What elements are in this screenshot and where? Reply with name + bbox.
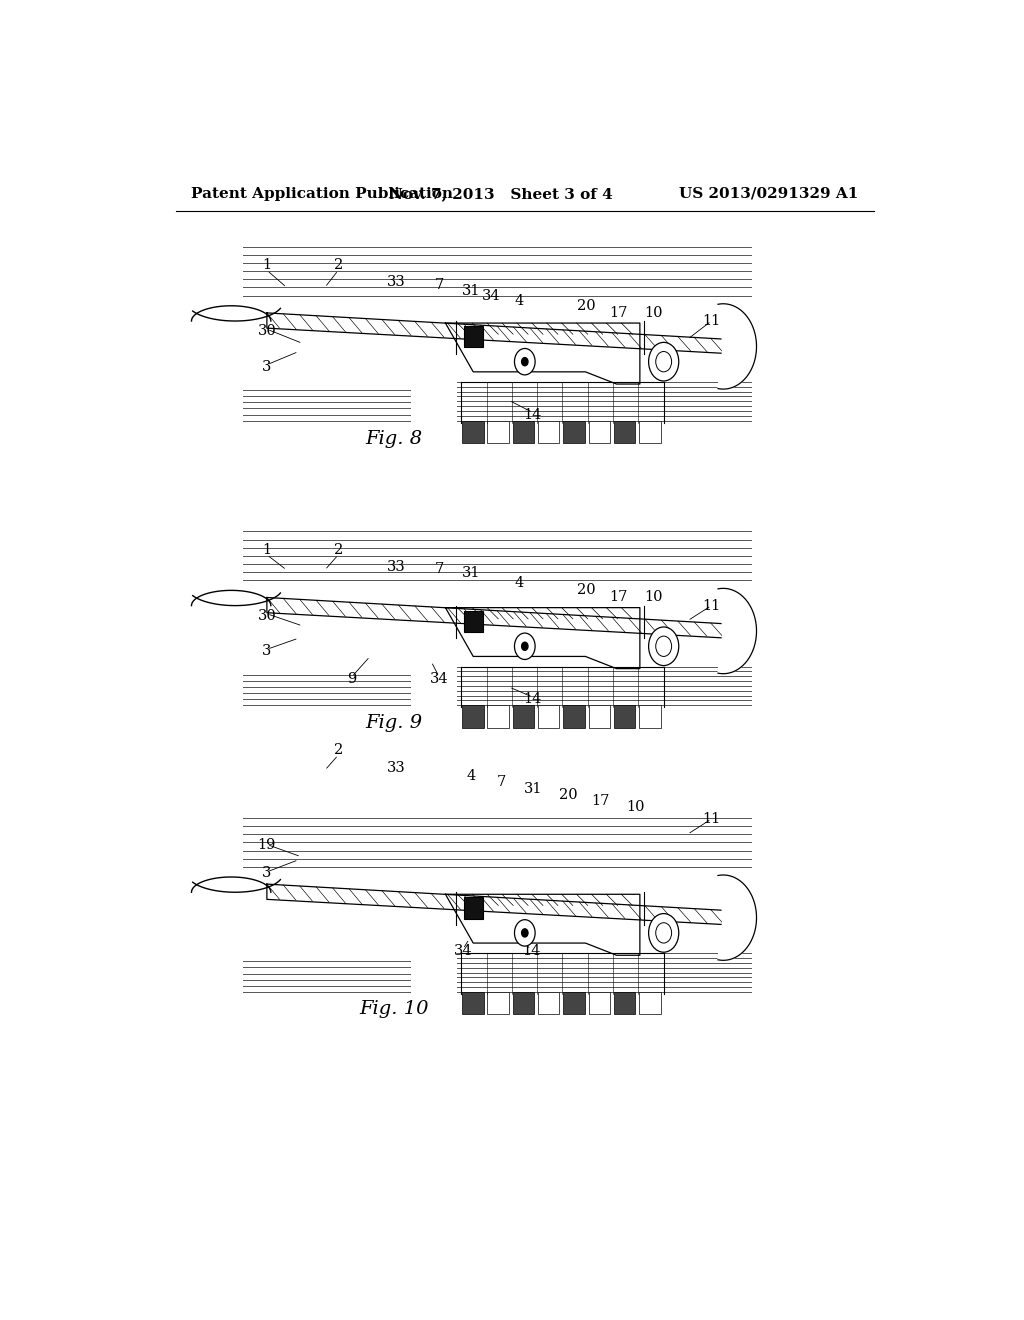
Text: 1: 1 — [262, 259, 271, 272]
Text: 17: 17 — [591, 793, 609, 808]
Text: 4: 4 — [466, 770, 475, 783]
Text: 30: 30 — [257, 609, 276, 623]
Text: 2: 2 — [334, 743, 343, 756]
Bar — [613, 705, 635, 727]
Text: 11: 11 — [702, 812, 721, 826]
Polygon shape — [267, 313, 727, 354]
Text: 1: 1 — [262, 543, 271, 557]
Circle shape — [655, 351, 672, 372]
Bar — [462, 421, 483, 444]
Text: 10: 10 — [644, 306, 663, 319]
Circle shape — [655, 636, 672, 656]
Bar — [487, 421, 509, 444]
Text: 33: 33 — [387, 560, 406, 574]
Circle shape — [521, 358, 528, 366]
Bar — [639, 705, 660, 727]
Text: 14: 14 — [522, 944, 541, 958]
Text: 31: 31 — [462, 566, 480, 579]
Text: 34: 34 — [454, 944, 472, 958]
Text: US 2013/0291329 A1: US 2013/0291329 A1 — [679, 187, 858, 201]
Bar — [513, 705, 535, 727]
Polygon shape — [718, 304, 757, 389]
Bar — [589, 991, 610, 1014]
Text: 20: 20 — [559, 788, 578, 801]
Text: 33: 33 — [387, 276, 406, 289]
Circle shape — [514, 634, 536, 660]
Bar — [464, 898, 482, 919]
Bar — [487, 991, 509, 1014]
Bar — [563, 991, 585, 1014]
Text: Nov. 7, 2013   Sheet 3 of 4: Nov. 7, 2013 Sheet 3 of 4 — [389, 187, 613, 201]
Bar — [462, 991, 483, 1014]
Circle shape — [521, 643, 528, 651]
Bar — [538, 991, 559, 1014]
Circle shape — [648, 913, 679, 952]
Circle shape — [514, 348, 536, 375]
Text: 17: 17 — [609, 590, 628, 605]
Text: 34: 34 — [482, 289, 501, 302]
Bar — [462, 705, 483, 727]
Polygon shape — [445, 607, 640, 669]
Text: 7: 7 — [434, 562, 443, 576]
Text: Fig. 10: Fig. 10 — [359, 1001, 429, 1018]
Text: 20: 20 — [578, 583, 596, 598]
Bar — [613, 991, 635, 1014]
Polygon shape — [267, 598, 727, 638]
Text: 11: 11 — [702, 598, 721, 612]
Bar — [538, 705, 559, 727]
Text: 14: 14 — [523, 408, 542, 421]
Text: 20: 20 — [578, 298, 596, 313]
Text: 2: 2 — [334, 543, 343, 557]
Bar — [538, 421, 559, 444]
Circle shape — [521, 929, 528, 937]
Text: 34: 34 — [430, 672, 449, 686]
Text: 7: 7 — [434, 279, 443, 293]
Text: 4: 4 — [515, 577, 524, 590]
Bar — [563, 705, 585, 727]
Text: 11: 11 — [702, 314, 721, 329]
Text: 3: 3 — [262, 866, 271, 880]
Text: 14: 14 — [523, 692, 542, 706]
Polygon shape — [445, 323, 640, 384]
Bar — [487, 705, 509, 727]
Bar — [639, 421, 660, 444]
Text: 19: 19 — [258, 838, 276, 853]
Text: Patent Application Publication: Patent Application Publication — [191, 187, 454, 201]
Text: 31: 31 — [523, 781, 542, 796]
Circle shape — [514, 920, 536, 946]
Text: 33: 33 — [387, 762, 406, 775]
Text: 10: 10 — [644, 590, 663, 605]
Bar — [464, 326, 482, 347]
Text: 30: 30 — [257, 325, 276, 338]
Text: Fig. 8: Fig. 8 — [366, 430, 423, 447]
Circle shape — [648, 342, 679, 381]
Text: 7: 7 — [497, 775, 506, 789]
Bar — [464, 611, 482, 632]
Polygon shape — [267, 884, 727, 925]
Text: 3: 3 — [262, 644, 271, 659]
Polygon shape — [718, 875, 757, 961]
Text: 31: 31 — [462, 284, 480, 297]
Text: 10: 10 — [627, 800, 645, 814]
Bar — [513, 421, 535, 444]
Circle shape — [648, 627, 679, 665]
Text: Fig. 9: Fig. 9 — [366, 714, 423, 733]
Text: 2: 2 — [334, 259, 343, 272]
Text: 17: 17 — [609, 306, 628, 319]
Bar — [513, 991, 535, 1014]
Polygon shape — [718, 589, 757, 673]
Circle shape — [655, 923, 672, 942]
Bar — [639, 991, 660, 1014]
Bar — [613, 421, 635, 444]
Text: 4: 4 — [515, 293, 524, 308]
Bar — [589, 705, 610, 727]
Bar — [589, 421, 610, 444]
Polygon shape — [445, 894, 640, 956]
Text: 3: 3 — [262, 360, 271, 374]
Text: 9: 9 — [347, 672, 356, 686]
Bar — [563, 421, 585, 444]
